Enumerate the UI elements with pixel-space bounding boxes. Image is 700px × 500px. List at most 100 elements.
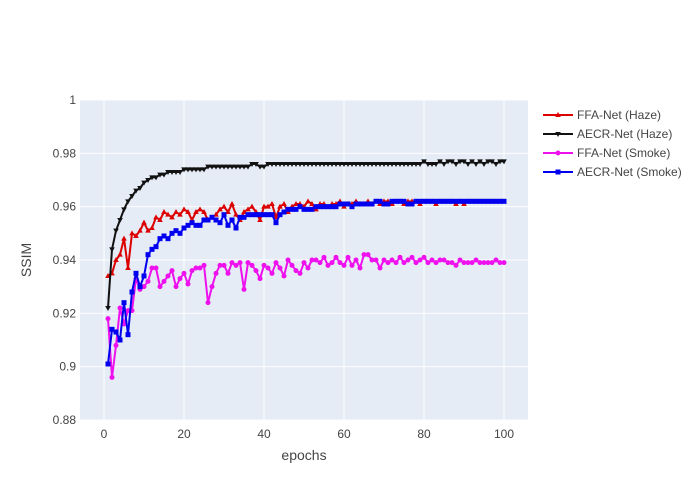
data-point	[141, 219, 147, 225]
series-aecr-net-smoke	[105, 198, 507, 367]
data-point	[413, 162, 419, 167]
data-point	[421, 198, 427, 204]
data-point	[297, 204, 303, 210]
data-point	[429, 162, 435, 167]
data-point	[405, 162, 411, 167]
data-point	[465, 198, 471, 204]
data-point	[381, 162, 387, 167]
data-point	[133, 233, 139, 238]
data-point	[153, 214, 159, 220]
data-point	[261, 262, 267, 268]
data-point	[165, 211, 171, 217]
data-point	[137, 227, 143, 233]
data-point	[325, 162, 331, 167]
data-point	[365, 252, 371, 258]
data-point	[201, 262, 207, 268]
data-point	[229, 260, 235, 266]
data-point	[233, 164, 239, 170]
data-point	[441, 257, 447, 263]
legend-item[interactable]: FFA-Net (Smoke)	[543, 146, 670, 160]
data-point	[305, 162, 311, 167]
legend[interactable]: FFA-Net (Haze) AECR-Net (Haze) FFA-Net (Sm…	[543, 108, 682, 179]
data-point	[233, 225, 239, 231]
data-point	[289, 206, 295, 212]
data-point	[357, 265, 363, 271]
data-point	[185, 167, 191, 173]
data-point	[441, 162, 447, 167]
data-point	[501, 198, 507, 204]
data-point	[233, 262, 239, 268]
data-point	[473, 162, 479, 167]
data-point	[137, 284, 143, 290]
data-point	[345, 201, 351, 207]
data-point	[277, 162, 283, 167]
data-point	[109, 374, 115, 380]
data-point	[177, 276, 183, 282]
legend-item[interactable]: AECR-Net (Smoke)	[543, 165, 682, 179]
data-point	[193, 209, 199, 214]
data-point	[181, 270, 187, 276]
data-point	[269, 212, 275, 218]
data-point	[145, 178, 151, 183]
data-point	[285, 257, 291, 263]
legend-item[interactable]: AECR-Net (Haze)	[543, 127, 672, 141]
x-tick-label: 40	[257, 427, 271, 441]
legend-label: FFA-Net (Smoke)	[577, 146, 670, 160]
data-point	[357, 201, 363, 207]
y-axis-title: SSIM	[18, 243, 34, 277]
data-point	[257, 212, 263, 218]
data-point	[269, 162, 275, 167]
data-point	[145, 278, 151, 284]
data-point	[197, 167, 203, 173]
legend-item[interactable]: FFA-Net (Haze)	[543, 108, 661, 122]
data-point	[361, 162, 367, 167]
data-point	[245, 260, 251, 266]
data-point	[277, 265, 283, 271]
data-point	[113, 228, 119, 234]
y-tick-label: 0.98	[53, 146, 77, 160]
data-point	[341, 162, 347, 167]
data-point	[225, 164, 231, 170]
data-point	[205, 300, 211, 306]
data-point	[213, 164, 219, 170]
data-point	[217, 262, 223, 268]
legend-swatch-marker	[555, 112, 561, 117]
data-point	[237, 214, 243, 220]
data-point	[409, 201, 415, 207]
data-point	[373, 162, 379, 167]
data-point	[253, 162, 259, 167]
data-point	[157, 172, 163, 178]
data-point	[209, 284, 215, 290]
data-point	[465, 260, 471, 266]
data-point	[181, 167, 187, 173]
data-point	[249, 262, 255, 268]
data-point	[197, 222, 203, 228]
data-point	[197, 206, 203, 212]
data-point	[321, 254, 327, 260]
data-point	[197, 265, 203, 271]
data-point	[461, 198, 467, 204]
data-point	[417, 257, 423, 263]
data-point	[161, 209, 167, 214]
data-point	[117, 337, 123, 343]
data-point	[125, 199, 131, 205]
data-point	[185, 209, 191, 214]
data-point	[385, 162, 391, 167]
data-point	[453, 162, 459, 167]
data-point	[377, 198, 383, 204]
data-point	[413, 260, 419, 266]
data-point	[189, 167, 195, 173]
data-point	[229, 201, 235, 206]
data-point	[245, 206, 251, 212]
data-point	[233, 211, 239, 217]
data-point	[301, 260, 307, 266]
x-tick-label: 0	[101, 427, 108, 441]
data-point	[221, 212, 227, 218]
data-point	[153, 175, 159, 181]
data-point	[141, 180, 147, 186]
data-point	[249, 212, 255, 218]
data-point	[389, 162, 395, 167]
data-point	[393, 198, 399, 204]
data-point	[425, 260, 431, 266]
data-point	[457, 159, 463, 165]
